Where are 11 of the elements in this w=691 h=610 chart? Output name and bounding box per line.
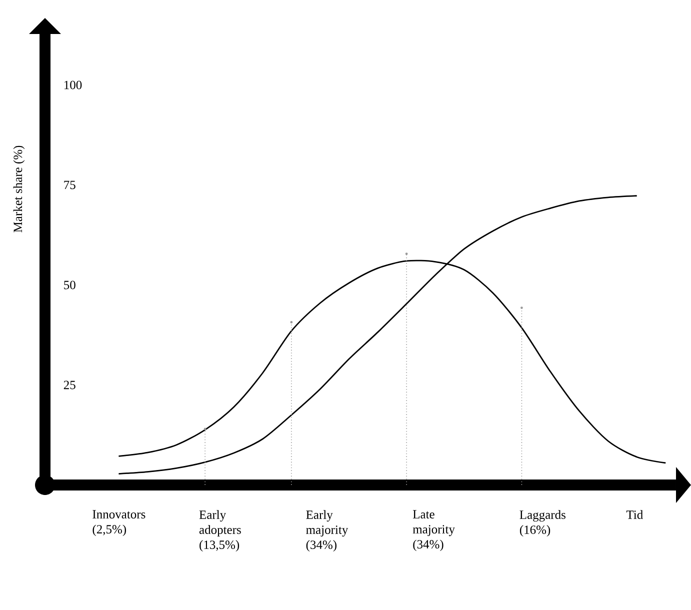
text: Innovators (2,5%) (92, 510, 146, 536)
y-tick-label: 50 (64, 280, 76, 290)
y-tick-label: 75 (64, 180, 76, 190)
y-tick-label: 100 (64, 80, 82, 90)
text: Early majority (34%) (306, 510, 348, 552)
y-tick-label: 25 (64, 380, 76, 390)
text: Laggards (16%) (520, 510, 566, 537)
text: Tid (626, 510, 643, 519)
text: Late majority (34%) (412, 510, 455, 552)
text: Early adopters (13,5%) (199, 510, 241, 552)
y-axis-title: Market share (%) (13, 146, 25, 232)
